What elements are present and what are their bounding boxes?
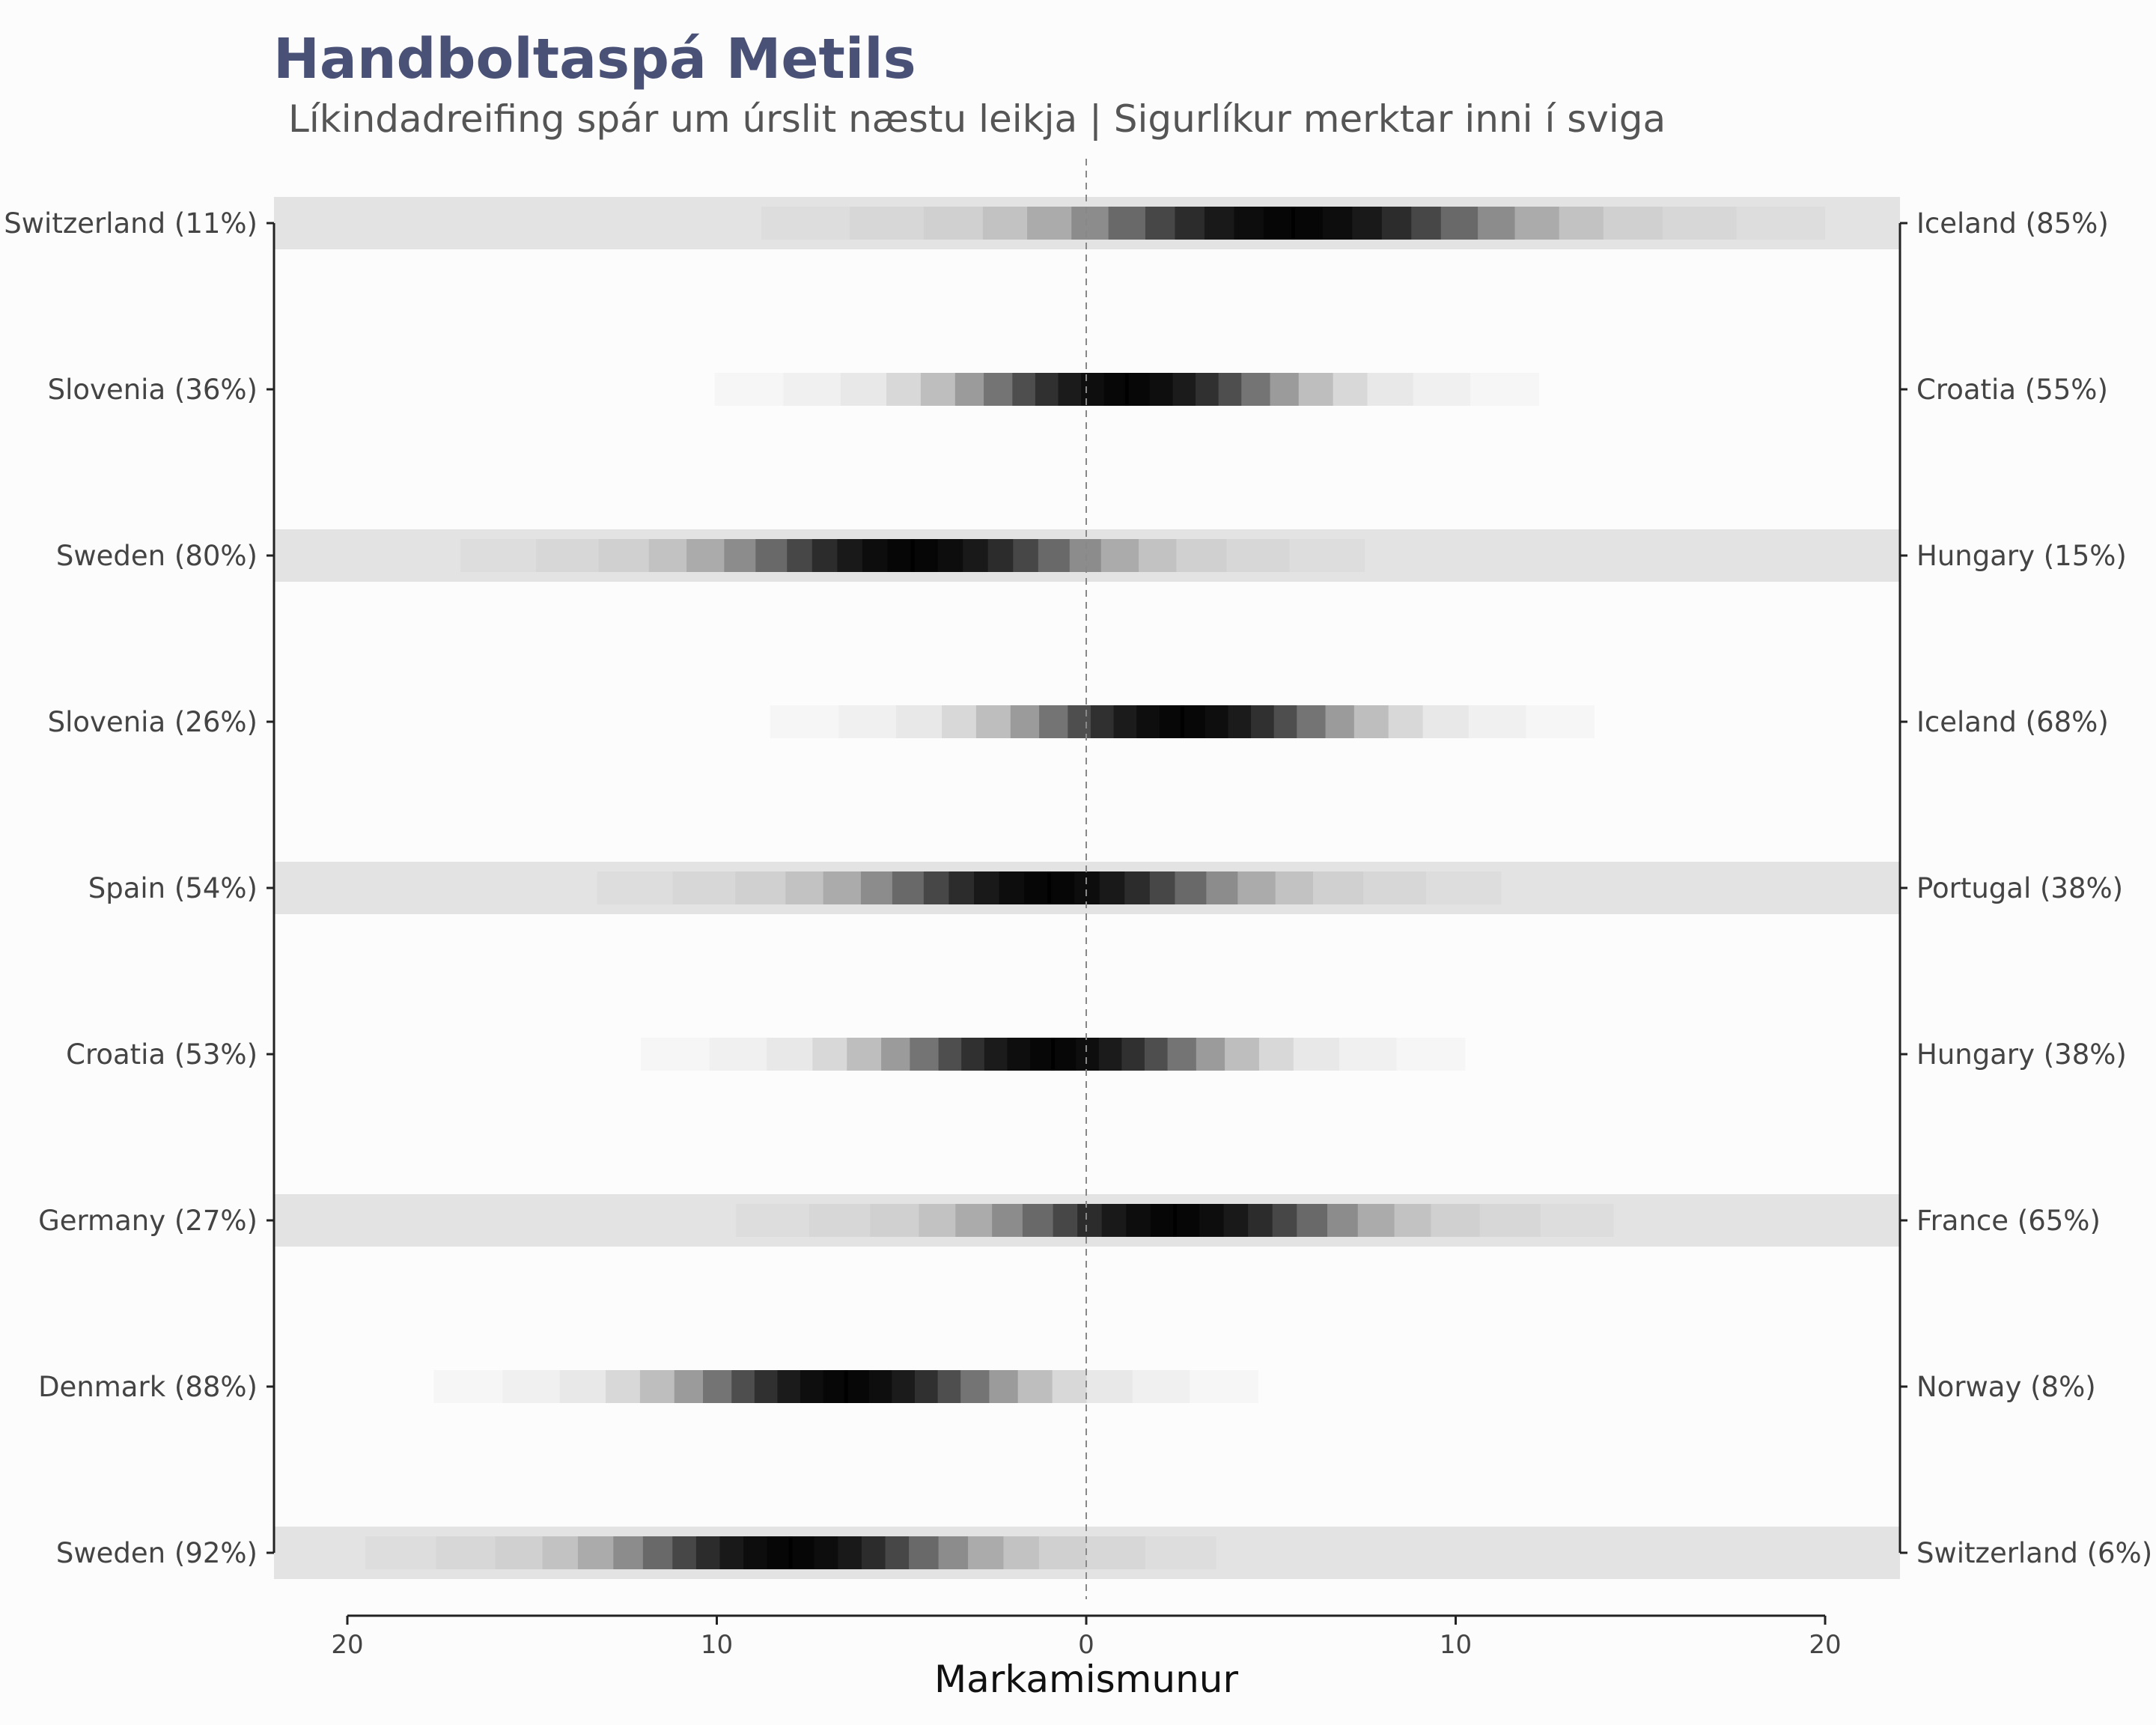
left-team-label: Slovenia (36%) — [48, 374, 258, 406]
right-team-label: Switzerland (6%) — [1916, 1537, 2152, 1569]
x-tick-label: 20 — [1809, 1630, 1841, 1660]
right-team-label: Iceland (85%) — [1916, 207, 2109, 240]
x-tick-label: 10 — [1440, 1630, 1472, 1660]
left-team-label: Sweden (92%) — [56, 1537, 258, 1569]
x-tick-label: 10 — [701, 1630, 733, 1660]
right-team-label: Hungary (15%) — [1916, 540, 2127, 572]
x-tick-label: 0 — [1078, 1630, 1094, 1660]
right-team-label: France (65%) — [1916, 1205, 2101, 1237]
chart-subtitle: Líkindadreifing spár um úrslit næstu lei… — [288, 97, 1666, 141]
x-tick-label: 20 — [331, 1630, 363, 1660]
x-axis-title: Markamismunur — [934, 1658, 1238, 1701]
right-team-label: Iceland (68%) — [1916, 706, 2109, 738]
left-team-label: Croatia (53%) — [66, 1038, 258, 1071]
right-team-label: Norway (8%) — [1916, 1371, 2096, 1403]
left-team-label: Germany (27%) — [38, 1205, 258, 1237]
left-team-label: Slovenia (26%) — [48, 706, 258, 738]
left-team-label: Spain (54%) — [88, 872, 258, 904]
left-team-label: Denmark (88%) — [38, 1371, 258, 1403]
chart-title: Handboltaspá Metils — [273, 27, 916, 91]
right-team-label: Portugal (38%) — [1916, 872, 2123, 904]
left-team-label: Sweden (80%) — [56, 540, 258, 572]
right-team-label: Croatia (55%) — [1916, 374, 2108, 406]
left-team-label: Switzerland (11%) — [4, 207, 258, 240]
right-team-label: Hungary (38%) — [1916, 1038, 2127, 1071]
